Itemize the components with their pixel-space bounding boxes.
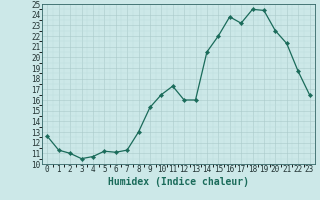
X-axis label: Humidex (Indice chaleur): Humidex (Indice chaleur) — [108, 177, 249, 187]
